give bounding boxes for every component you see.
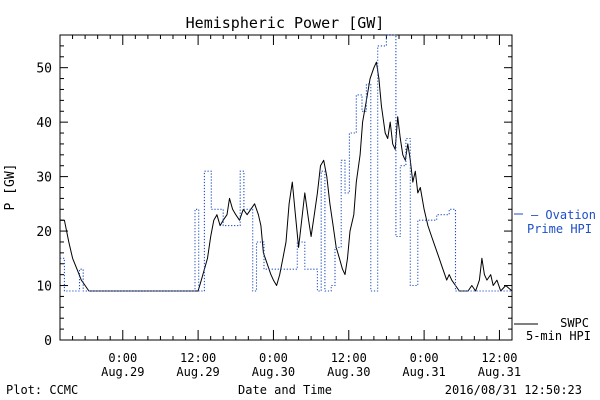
- x-tick-label-time: 12:00: [331, 351, 367, 365]
- plot-credit: Plot: CCMC: [6, 383, 78, 397]
- x-tick-label-time: 0:00: [410, 351, 439, 365]
- x-tick-label-time: 12:00: [481, 351, 517, 365]
- x-tick-label-date: Aug.31: [478, 365, 521, 379]
- y-tick-label: 10: [36, 280, 52, 295]
- y-tick-label: 50: [36, 62, 52, 77]
- chart-title: Hemispheric Power [GW]: [186, 14, 385, 32]
- series-line-swpc: [60, 61, 513, 292]
- y-tick-label: 30: [36, 171, 52, 186]
- y-axis: 0 10 20 30 40 50: [36, 34, 512, 349]
- legend-label-swpc-2: 5-min HPI: [526, 329, 591, 343]
- x-tick-label-date: Aug.29: [176, 365, 219, 379]
- legend-label-ovation-2: Prime HPI: [527, 222, 592, 236]
- x-axis: 0:00Aug.2912:00Aug.290:00Aug.3012:00Aug.…: [72, 35, 521, 379]
- x-tick-label-time: 0:00: [259, 351, 288, 365]
- x-tick-label-time: 12:00: [180, 351, 216, 365]
- series-layer: [60, 34, 513, 292]
- y-axis-label: P [GW]: [3, 164, 18, 211]
- x-tick-label-date: Aug.31: [402, 365, 445, 379]
- legend-label-swpc: SWPC: [560, 316, 589, 330]
- legend-label-ovation: – Ovation: [531, 208, 596, 222]
- plot-frame: [59, 34, 513, 341]
- x-tick-label-time: 0:00: [108, 351, 137, 365]
- series-line-ovation-prime: [60, 34, 512, 292]
- y-tick-label: 20: [36, 225, 52, 240]
- x-tick-label-date: Aug.30: [327, 365, 370, 379]
- x-tick-label-date: Aug.29: [101, 365, 144, 379]
- y-tick-label: 40: [36, 116, 52, 131]
- y-tick-label: 0: [44, 334, 52, 349]
- x-tick-label-date: Aug.30: [252, 365, 295, 379]
- plot-timestamp: 2016/08/31 12:50:23: [445, 383, 582, 397]
- x-axis-label: Date and Time: [238, 383, 332, 397]
